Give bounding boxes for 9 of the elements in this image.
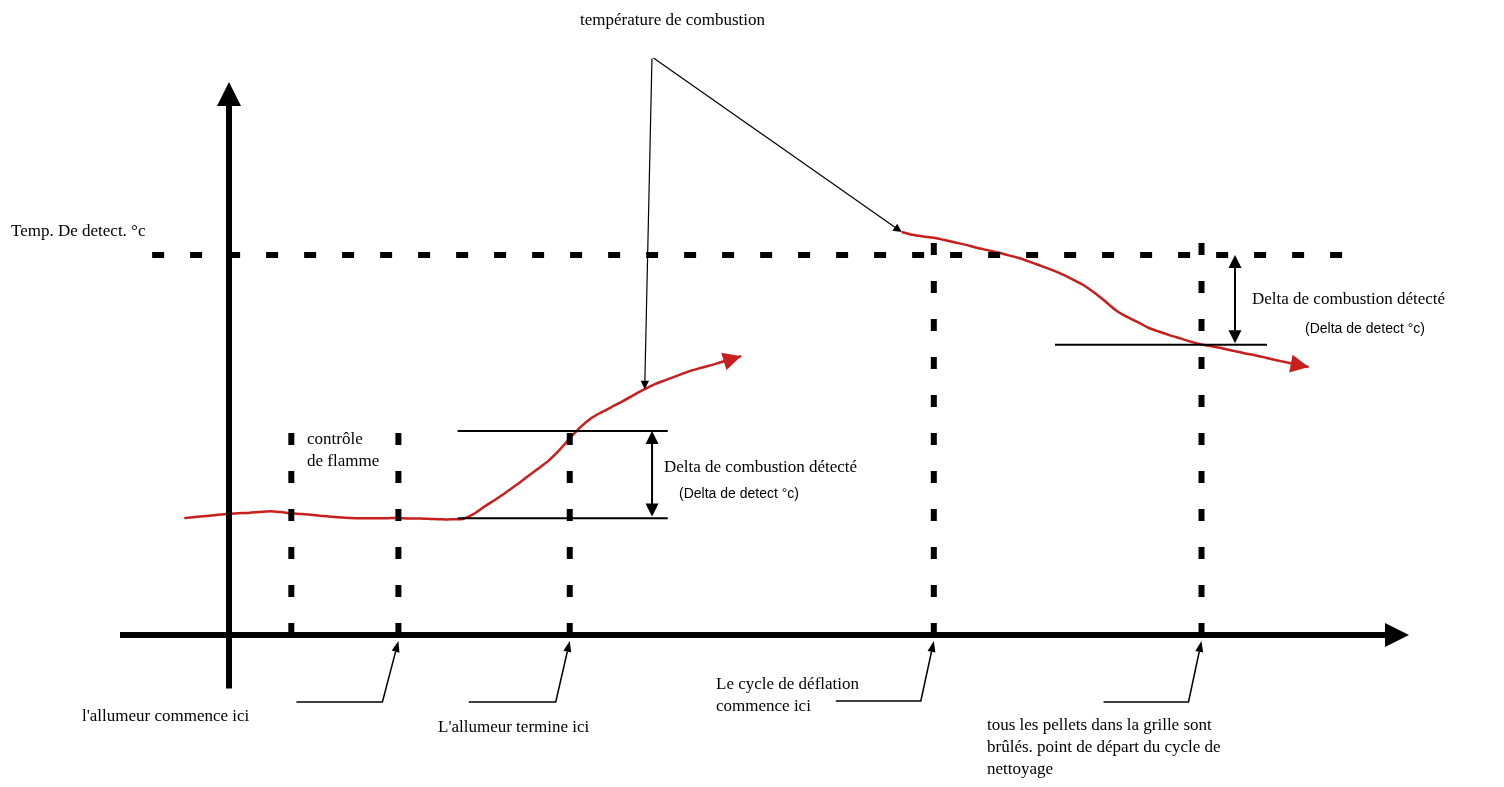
text: l'allumeur commence ici: [82, 706, 250, 725]
annotation: Delta de combustion détecté (Delta de detect °c): [664, 457, 858, 501]
annotation: contrôle de flamme: [307, 429, 380, 471]
text: température de combustion: [580, 10, 766, 29]
annotation: Delta de combustion détecté (Delta de detect °c): [1252, 289, 1446, 336]
ref-line-label: Temp. De detect. °c: [11, 221, 146, 240]
text: L'allumeur termine ici: [438, 717, 590, 736]
text: tous les pellets dans la grille sont brûlés. point de départ du cycle de nettoyage: [987, 715, 1221, 779]
text: Le cycle de déflation commence ici: [716, 674, 860, 716]
